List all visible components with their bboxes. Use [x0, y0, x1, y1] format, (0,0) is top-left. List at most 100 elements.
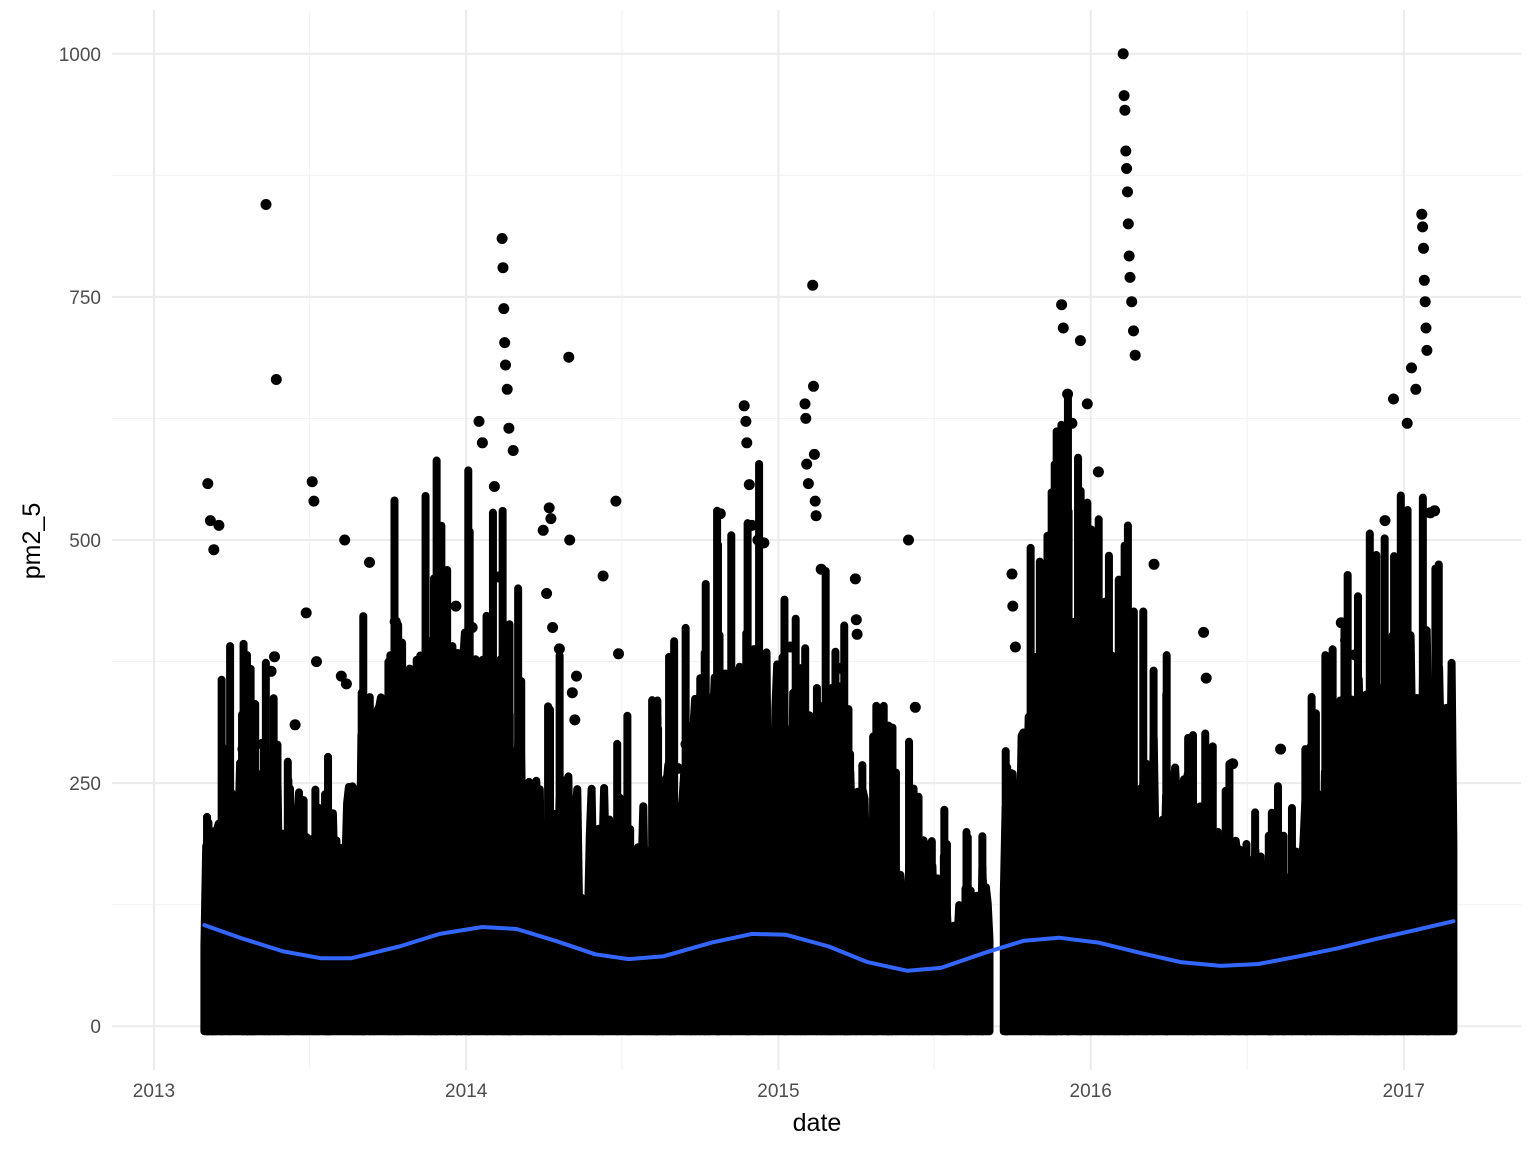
data-point: [850, 614, 862, 626]
data-point: [543, 502, 555, 514]
data-point: [1074, 335, 1086, 347]
data-point: [389, 616, 401, 628]
data-point: [1406, 362, 1417, 374]
data-point: [547, 622, 559, 633]
outlier-points: [202, 48, 1441, 774]
data-point: [610, 495, 622, 507]
data-point: [1417, 221, 1429, 233]
x-tick-label: 2015: [757, 1081, 799, 1102]
data-point: [507, 445, 519, 456]
data-point: [809, 495, 821, 507]
data-point: [1128, 325, 1139, 337]
data-point: [1335, 617, 1347, 629]
data-point: [597, 570, 609, 582]
data-point: [743, 479, 755, 491]
data-point: [541, 588, 553, 599]
data-point: [796, 690, 807, 702]
data-point: [260, 199, 272, 210]
data-point: [1198, 626, 1210, 638]
data-point: [503, 422, 515, 434]
data-point: [1122, 218, 1134, 230]
data-point: [265, 665, 277, 677]
data-point: [245, 738, 257, 750]
data-point: [800, 412, 812, 424]
data-point: [810, 510, 822, 522]
data-point: [807, 279, 819, 291]
y-tick-label: 500: [69, 531, 101, 552]
smooth-line-layer: [202, 919, 1456, 973]
data-point: [741, 437, 753, 449]
data-point: [569, 714, 581, 726]
data-point: [1275, 743, 1287, 755]
point-cloud: [200, 392, 1458, 1036]
data-point: [808, 380, 819, 392]
data-point: [1429, 505, 1441, 517]
data-point: [1105, 678, 1117, 690]
data-point: [1129, 349, 1141, 361]
data-point: [204, 515, 216, 527]
data-point: [1056, 299, 1068, 311]
data-point: [1126, 296, 1138, 308]
data-point: [269, 651, 280, 663]
data-point: [1120, 145, 1132, 157]
data-point: [1108, 699, 1120, 711]
data-point: [311, 656, 322, 668]
data-point: [213, 519, 225, 531]
y-axis-label: pm2_5: [18, 503, 46, 579]
data-point: [680, 738, 692, 750]
data-point: [758, 537, 770, 549]
data-point: [1419, 296, 1431, 308]
y-tick-label: 250: [69, 774, 101, 795]
x-tick-label: 2017: [1383, 1081, 1425, 1102]
data-point: [1006, 568, 1018, 580]
data-point: [1124, 271, 1136, 283]
data-point: [1092, 466, 1104, 478]
y-tick-label: 750: [69, 288, 101, 309]
data-point: [1388, 393, 1399, 405]
data-point: [270, 374, 282, 385]
data-point: [257, 738, 269, 750]
data-point: [335, 670, 347, 682]
data-point: [500, 359, 511, 371]
y-axis-ticks: 0 250 500 750 1000: [59, 45, 101, 1038]
data-point: [1148, 558, 1160, 570]
data-point: [714, 508, 726, 520]
data-point: [237, 743, 249, 755]
x-tick-label: 2014: [445, 1081, 488, 1102]
data-point: [799, 398, 811, 410]
data-point: [1349, 649, 1361, 661]
data-point: [1081, 398, 1093, 410]
x-tick-label: 2013: [133, 1081, 175, 1102]
data-point: [473, 415, 485, 427]
data-point: [497, 262, 509, 274]
data-point: [437, 568, 449, 580]
y-tick-label: 0: [90, 1017, 101, 1038]
data-point: [835, 662, 847, 674]
data-point: [498, 303, 510, 315]
data-point: [1009, 641, 1021, 653]
data-point: [740, 415, 752, 427]
data-point: [545, 513, 557, 525]
data-point: [202, 478, 214, 490]
data-point: [1340, 634, 1352, 646]
data-point: [488, 481, 500, 492]
data-point: [499, 337, 511, 349]
data-point: [613, 648, 624, 660]
data-point: [1227, 758, 1239, 770]
data-point: [208, 544, 220, 556]
data-point: [903, 534, 914, 546]
smooth-line: [202, 919, 1456, 973]
data-point: [300, 607, 312, 619]
data-point: [1121, 163, 1133, 174]
data-point: [1379, 515, 1391, 527]
data-point: [672, 763, 683, 774]
data-point: [802, 478, 814, 490]
data-point: [738, 400, 750, 412]
data-point: [563, 351, 575, 363]
data-point: [1119, 104, 1131, 116]
data-point: [1410, 383, 1422, 395]
data-point: [1401, 417, 1413, 429]
data-point: [815, 563, 827, 575]
data-point: [808, 448, 820, 460]
